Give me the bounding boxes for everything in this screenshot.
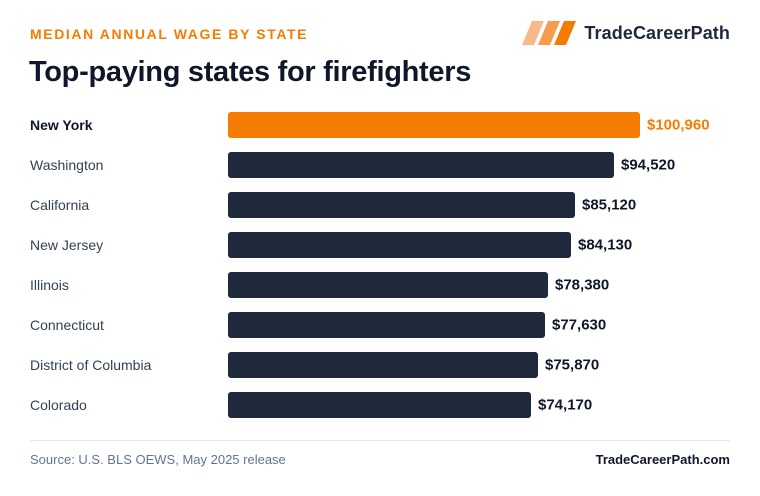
value-label: $85,120 xyxy=(582,197,636,214)
category-label: Colorado xyxy=(30,397,87,413)
bar xyxy=(228,352,538,378)
bar xyxy=(228,152,614,178)
bar-chart: New York $100,960 Washington $94,520 Califor… xyxy=(30,112,710,418)
value-label: $100,960 xyxy=(647,117,710,134)
bar xyxy=(228,392,531,418)
brand-name: TradeCareerPath xyxy=(584,22,730,43)
value-label: $77,630 xyxy=(552,317,606,334)
source-note: Source: U.S. BLS OEWS, May 2025 release xyxy=(30,452,286,467)
bar xyxy=(228,112,640,138)
value-label: $78,380 xyxy=(555,277,609,294)
footer-divider xyxy=(30,440,730,441)
category-label: California xyxy=(30,197,89,213)
site-url: TradeCareerPath.com xyxy=(595,452,730,467)
chart-eyebrow: MEDIAN ANNUAL WAGE BY STATE xyxy=(30,26,309,42)
category-label: District of Columbia xyxy=(30,357,152,373)
chart-title: Top-paying states for firefighters xyxy=(29,56,472,88)
value-label: $84,130 xyxy=(578,237,632,254)
value-label: $94,520 xyxy=(621,157,675,174)
category-label: Illinois xyxy=(30,277,69,293)
value-label: $74,170 xyxy=(538,397,592,414)
bar xyxy=(228,312,545,338)
category-label: New York xyxy=(30,117,93,133)
three-slanted-bars-logo-icon xyxy=(522,21,577,45)
brand: TradeCareerPath xyxy=(522,20,730,46)
category-label: Washington xyxy=(30,157,103,173)
bar xyxy=(228,232,571,258)
category-label: New Jersey xyxy=(30,237,103,253)
value-label: $75,870 xyxy=(545,357,599,374)
bar xyxy=(228,192,575,218)
bar xyxy=(228,272,548,298)
category-label: Connecticut xyxy=(30,317,104,333)
